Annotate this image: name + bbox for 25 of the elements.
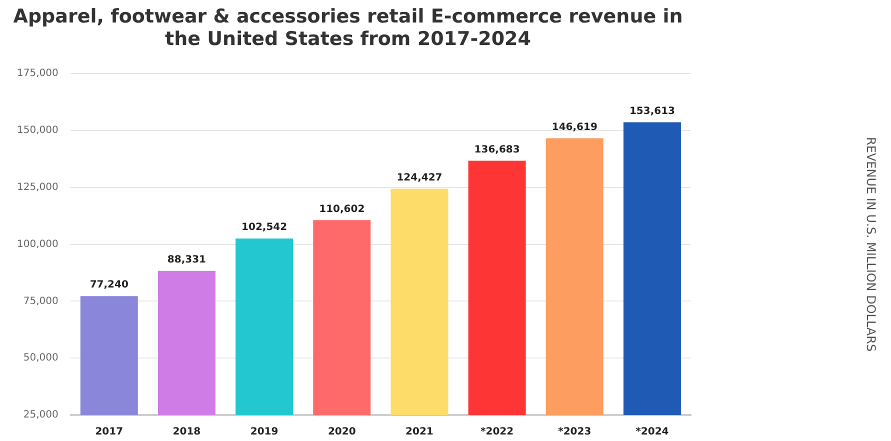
x-tick-label: *2024: [636, 426, 669, 438]
y-tick-label: 75,000: [23, 296, 58, 307]
data-label: 124,427: [396, 172, 442, 184]
y-tick-label: 150,000: [16, 125, 58, 136]
data-label: 146,619: [552, 122, 598, 133]
x-tick-label: 2020: [328, 426, 356, 438]
y-tick-label: 25,000: [23, 410, 58, 421]
y-tick-label: 175,000: [16, 68, 58, 80]
x-tick-label: *2023: [558, 426, 592, 438]
x-tick-label: 2021: [406, 426, 434, 438]
y-tick-label: 125,000: [16, 182, 58, 193]
data-label: 110,602: [319, 204, 365, 215]
x-tick-label: 2017: [95, 426, 124, 438]
data-label: 136,683: [474, 144, 520, 156]
x-tick-label: 2019: [250, 426, 278, 438]
y-tick-label: 100,000: [16, 238, 58, 250]
text: REVENUE IN U.S. MILLION DOLLARS: [864, 137, 878, 352]
x-tick-label: *2022: [480, 426, 514, 438]
chart-title: Apparel, footwear & accessories retail E-commerce revenue in the United States from 2017-2024: [13, 5, 683, 50]
data-label: 88,331: [167, 254, 206, 266]
data-label: 102,542: [242, 222, 288, 234]
x-tick-label: 2018: [172, 426, 201, 438]
data-label: 153,613: [629, 106, 676, 117]
y-tick-label: 50,000: [23, 352, 58, 364]
data-label: 77,240: [90, 280, 128, 291]
